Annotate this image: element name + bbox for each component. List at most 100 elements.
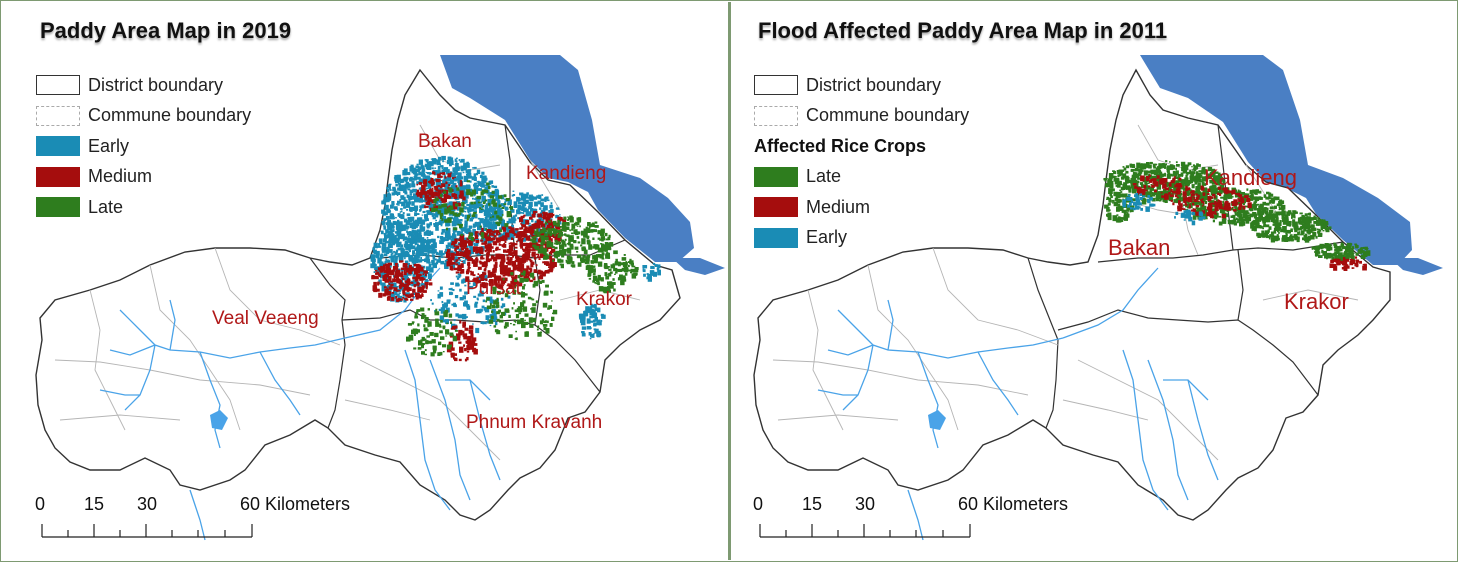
paddy-pixel (529, 242, 535, 248)
paddy-pixel (1300, 230, 1305, 235)
paddy-pixel (452, 233, 454, 235)
paddy-pixel (418, 197, 423, 203)
paddy-pixel (387, 291, 391, 296)
paddy-pixel (1200, 204, 1205, 210)
paddy-pixel (485, 236, 489, 239)
paddy-pixel (455, 223, 460, 226)
paddy-pixel (623, 254, 626, 256)
paddy-pixel (423, 314, 427, 317)
paddy-pixel (504, 201, 507, 204)
paddy-pixel (397, 281, 400, 284)
paddy-pixel (543, 207, 545, 209)
paddy-pixel (389, 213, 394, 220)
paddy-pixel (588, 332, 592, 336)
paddy-pixel (459, 346, 464, 353)
paddy-pixel (624, 272, 628, 276)
paddy-pixel (1155, 163, 1158, 166)
paddy-pixel (1276, 226, 1279, 231)
paddy-pixel (396, 223, 399, 226)
paddy-pixel (1202, 190, 1206, 194)
paddy-pixel (1300, 225, 1304, 230)
paddy-pixel (404, 242, 407, 245)
paddy-pixel (557, 216, 561, 222)
paddy-pixel (485, 258, 491, 263)
paddy-pixel (462, 233, 465, 235)
paddy-pixel (1153, 166, 1157, 169)
paddy-pixel (450, 347, 455, 351)
paddy-pixel (402, 253, 406, 256)
paddy-pixel (393, 275, 398, 279)
paddy-pixel (397, 187, 401, 191)
paddy-pixel (397, 234, 401, 239)
paddy-pixel (444, 248, 449, 254)
legend-item-medium: Medium (36, 162, 251, 193)
paddy-pixel (462, 256, 465, 259)
paddy-pixel (399, 211, 402, 213)
paddy-pixel (534, 232, 539, 237)
paddy-pixel (1167, 187, 1172, 192)
paddy-pixel (512, 194, 516, 196)
paddy-pixel (446, 344, 451, 350)
paddy-pixel (428, 197, 432, 202)
paddy-pixel (393, 234, 395, 236)
paddy-pixel (506, 227, 509, 230)
paddy-pixel (392, 237, 398, 243)
paddy-pixel (1283, 216, 1287, 221)
paddy-pixel (484, 218, 488, 222)
paddy-pixel (485, 225, 488, 228)
paddy-pixel (1107, 179, 1111, 184)
paddy-pixel (619, 274, 623, 278)
paddy-pixel (473, 343, 478, 346)
paddy-pixel (424, 205, 427, 209)
paddy-pixel (441, 237, 445, 242)
paddy-pixel (464, 248, 469, 252)
paddy-pixel (419, 217, 423, 220)
paddy-pixel (1158, 180, 1160, 182)
paddy-pixel (586, 307, 588, 310)
place-label-phnum-kravanh: Phnum Kravanh (466, 412, 603, 433)
paddy-pixel (503, 228, 507, 232)
paddy-pixel (481, 208, 483, 210)
paddy-pixel (544, 243, 548, 247)
paddy-pixel (1281, 218, 1287, 223)
paddy-pixel (492, 270, 496, 274)
paddy-pixel (1313, 221, 1317, 224)
paddy-pixel (404, 266, 408, 270)
paddy-pixel (412, 250, 416, 255)
paddy-pixel (418, 167, 422, 170)
paddy-pixel (390, 239, 395, 244)
paddy-pixel (1263, 207, 1267, 211)
paddy-pixel (541, 279, 545, 283)
paddy-pixel (1277, 230, 1279, 233)
paddy-pixel (1162, 163, 1167, 167)
paddy-pixel (417, 254, 421, 257)
paddy-pixel (600, 320, 603, 322)
paddy-pixel (468, 285, 474, 290)
paddy-pixel (490, 218, 493, 222)
paddy-pixel (395, 217, 397, 219)
paddy-pixel (471, 337, 477, 342)
paddy-pixel (1303, 222, 1308, 228)
paddy-pixel (469, 180, 472, 183)
paddy-pixel (462, 186, 465, 189)
paddy-pixel (1237, 218, 1242, 222)
paddy-pixel (548, 242, 554, 247)
paddy-pixel (467, 341, 472, 346)
paddy-pixel (514, 259, 519, 263)
paddy-pixel (373, 264, 376, 269)
paddy-pixel (1266, 202, 1269, 205)
paddy-pixel (464, 347, 467, 352)
paddy-pixel (499, 233, 502, 236)
paddy-pixel (543, 216, 546, 219)
paddy-pixel (597, 283, 600, 286)
paddy-pixel (1147, 182, 1150, 184)
paddy-pixel (418, 171, 422, 176)
paddy-pixel (1208, 187, 1214, 192)
paddy-pixel (379, 282, 383, 285)
paddy-pixel (435, 322, 440, 327)
paddy-pixel (1126, 185, 1131, 190)
paddy-pixel (492, 316, 498, 320)
paddy-pixel (422, 174, 426, 178)
paddy-pixel (1150, 175, 1155, 179)
paddy-pixel (1334, 255, 1339, 262)
